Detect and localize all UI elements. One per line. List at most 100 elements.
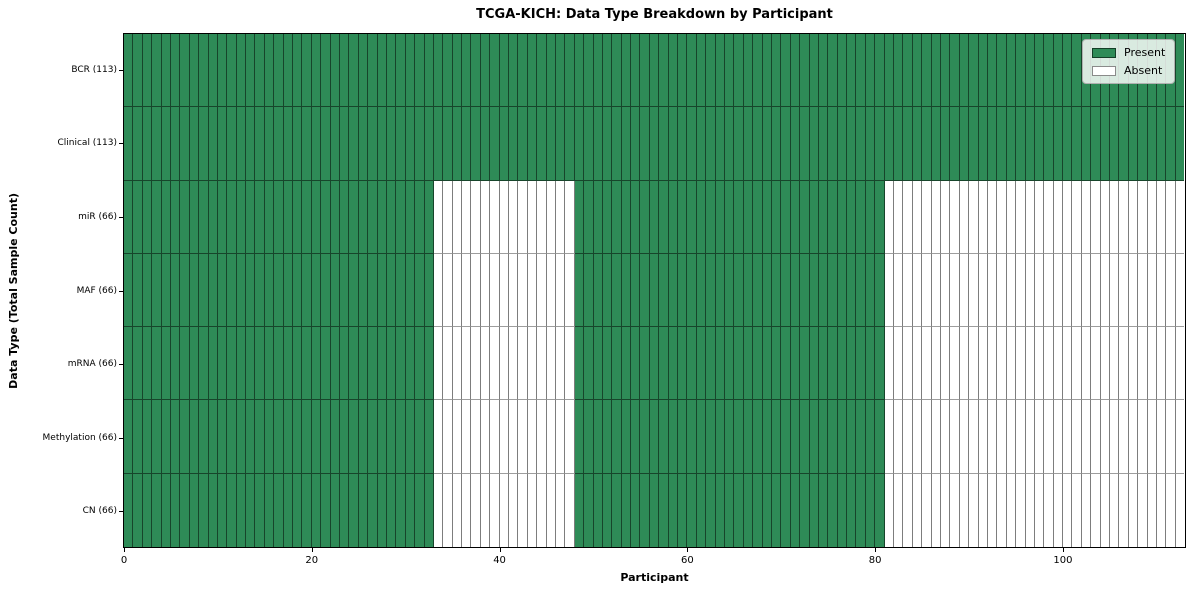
present-cell [743,327,754,401]
present-cell [368,107,378,181]
present-cell [659,180,669,254]
present-cell [264,253,275,328]
present-cell [950,107,960,181]
present-cell [781,473,791,547]
present-cell [217,327,228,401]
absent-cell [1147,400,1157,474]
present-cell [818,253,829,328]
present-cell [283,180,294,254]
absent-cell [969,400,979,474]
present-cell [462,107,472,181]
present-cell [311,400,322,474]
present-cell [180,327,190,401]
absent-cell [1110,400,1120,474]
present-cell [668,180,679,254]
present-cell [753,34,763,108]
present-cell [715,473,725,547]
present-cell [640,473,650,547]
present-cell [180,107,190,181]
absent-cell [480,327,491,401]
present-cell [180,400,190,474]
present-cell [584,473,594,547]
present-cell [368,400,378,474]
present-cell [321,34,331,108]
present-cell [293,473,303,547]
absent-cell [1072,253,1082,328]
present-cell [555,107,566,181]
present-cell [1025,34,1035,108]
present-cell [800,473,810,547]
present-cell [170,473,181,547]
absent-cell [555,400,566,474]
present-cell [396,107,406,181]
present-cell [349,34,359,108]
absent-cell [546,327,556,401]
present-cell [236,473,247,547]
present-cell [415,473,425,547]
absent-cell [894,400,904,474]
present-cell [593,473,603,547]
present-cell [264,107,275,181]
present-cell [142,253,153,328]
present-cell [133,180,143,254]
present-cell [781,107,791,181]
x-tick-label: 100 [1053,555,1073,566]
present-cell [274,327,284,401]
present-cell [236,180,247,254]
absent-cell [565,327,575,401]
present-cell [584,327,594,401]
present-cell [274,180,284,254]
present-cell [339,180,350,254]
present-cell [903,107,913,181]
present-cell [133,400,143,474]
absent-cell [931,400,941,474]
present-cell [302,473,312,547]
present-cell [405,253,416,328]
absent-cell [509,253,519,328]
present-cell [762,107,772,181]
present-cell [124,400,134,474]
present-cell [762,180,772,254]
present-cell [790,253,801,328]
present-cell [311,327,322,401]
present-cell [875,34,885,108]
absent-cell [1053,473,1064,547]
absent-cell [480,253,491,328]
present-cell [706,327,716,401]
present-cell [499,107,510,181]
present-cell [396,473,406,547]
legend-item-present: Present [1092,46,1165,59]
absent-cell [912,180,923,254]
absent-cell [969,327,979,401]
absent-cell [1100,473,1111,547]
present-cell [133,34,143,108]
present-cell [565,107,575,181]
present-cell [687,180,697,254]
present-cell [574,473,585,547]
present-cell [725,327,735,401]
present-cell [152,34,162,108]
present-cell [950,34,960,108]
present-cell [781,34,791,108]
present-cell [912,34,923,108]
absent-cell [903,180,913,254]
present-cell [368,253,378,328]
present-cell [124,180,134,254]
present-cell [809,400,819,474]
present-cell [574,327,585,401]
present-cell [1063,107,1073,181]
present-cell [274,253,284,328]
present-cell [612,34,622,108]
absent-cell [1110,253,1120,328]
present-cell [856,327,866,401]
present-cell [405,180,416,254]
absent-cell [1081,400,1092,474]
present-cell [170,34,181,108]
present-cell [424,180,434,254]
present-cell [161,327,171,401]
present-cell [1034,34,1045,108]
absent-cell [959,327,970,401]
present-cell [368,473,378,547]
data-row-MAF [124,253,1185,328]
present-cell [696,34,707,108]
